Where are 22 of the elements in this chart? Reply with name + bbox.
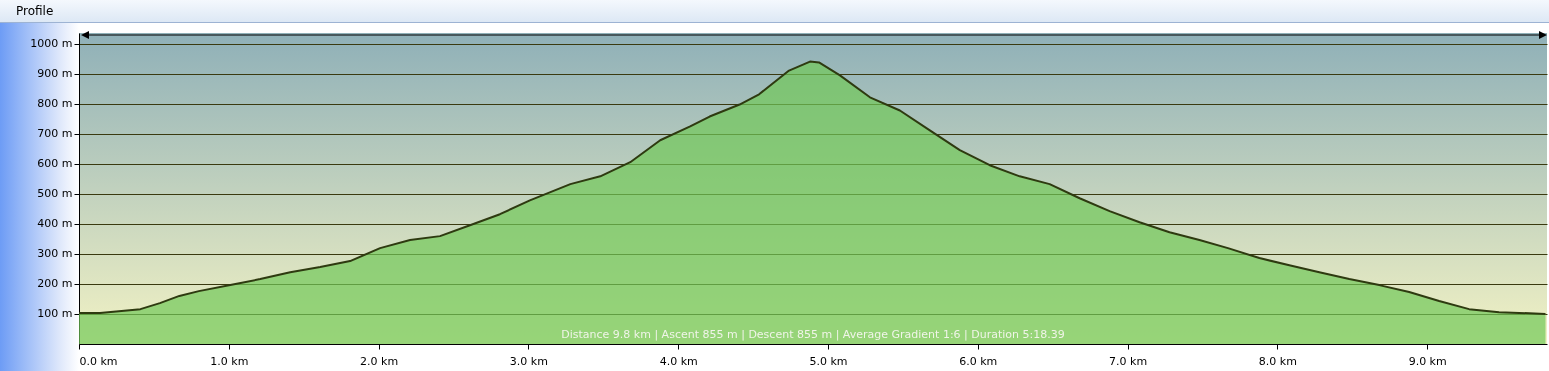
x-tick-label: 3.0 km — [509, 354, 548, 368]
x-tick-label: 7.0 km — [1109, 354, 1148, 368]
chart-title: Profile — [0, 0, 1549, 23]
y-tick-label: 800 m — [37, 97, 73, 111]
x-tick-label: 5.0 km — [809, 354, 848, 368]
x-tick-label: 2.0 km — [360, 354, 399, 368]
x-tick-label: 9.0 km — [1408, 354, 1447, 368]
y-tick-label: 300 m — [37, 247, 73, 261]
x-tick-label: 6.0 km — [959, 354, 998, 368]
y-tick-label: 200 m — [37, 277, 73, 291]
x-tick-label: 4.0 km — [659, 354, 698, 368]
x-tick-label: 1.0 km — [210, 354, 249, 368]
annotation: Distance 9.8 km | Ascent 855 m | Descent 855 m | Average Gradient 1:6 | Duration 5:18.39 — [561, 328, 1065, 341]
y-tick-label: 600 m — [37, 157, 73, 171]
y-tick-label: 400 m — [37, 217, 73, 231]
y-tick-label: 500 m — [37, 187, 73, 201]
x-tick-label: 0.0 km — [79, 354, 118, 368]
x-tick-label: 8.0 km — [1258, 354, 1297, 368]
y-tick-label: 900 m — [37, 67, 73, 81]
y-tick-label: 100 m — [37, 307, 73, 321]
y-tick-label: 700 m — [37, 127, 73, 141]
y-tick-label: 1000 m — [30, 37, 73, 51]
